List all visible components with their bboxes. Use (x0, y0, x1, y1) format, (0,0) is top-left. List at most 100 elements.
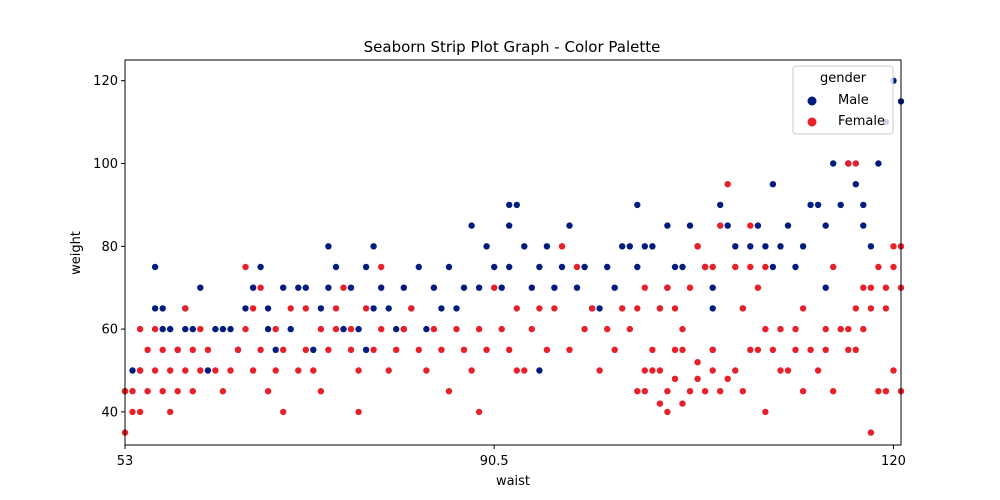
data-point-male-0-51 (453, 305, 460, 312)
legend-title: gender (820, 71, 867, 86)
data-point-female-1-5 (136, 367, 144, 374)
data-point-female-1-3 (129, 388, 136, 395)
data-point-male-0-40 (378, 284, 385, 291)
data-point-male-0-7 (167, 325, 174, 333)
data-point-female-1-24 (212, 367, 219, 374)
data-point-male-0-64 (536, 263, 543, 271)
data-point-female-1-2 (129, 408, 136, 416)
data-point-female-1-116 (867, 429, 875, 436)
legend-marker-male (807, 96, 817, 106)
data-point-male-0-54 (475, 284, 483, 291)
points-layer (121, 77, 905, 436)
data-point-male-0-80 (641, 243, 648, 250)
data-point-male-0-103 (784, 222, 792, 229)
data-point-female-1-91 (619, 305, 626, 312)
data-point-female-1-85 (573, 263, 581, 271)
data-point-female-2-17 (709, 346, 716, 353)
data-point-female-1-80 (536, 305, 543, 312)
data-point-female-1-52 (355, 367, 362, 374)
data-point-female-1-104 (717, 222, 724, 229)
data-point-male-0-42 (393, 325, 400, 333)
data-point-male-0-53 (468, 222, 475, 229)
data-point-male-0-78 (634, 201, 641, 209)
data-point-female-1-88 (596, 367, 603, 374)
data-point-female-1-35 (272, 367, 279, 374)
data-point-female-2-1 (641, 367, 648, 374)
data-point-male-0-98 (754, 222, 762, 229)
data-point-female-2-29 (784, 367, 792, 374)
data-point-male-0-68 (558, 263, 566, 271)
data-point-female-1-25 (219, 388, 227, 395)
data-point-female-1-50 (347, 346, 355, 353)
data-point-male-0-116 (867, 243, 875, 250)
x-tick-label: 90.5 (480, 454, 509, 469)
data-point-female-2-11 (679, 346, 686, 353)
data-point-male-0-50 (445, 263, 453, 271)
data-point-female-1-101 (694, 243, 701, 250)
data-point-female-2-23 (754, 346, 762, 353)
data-point-male-0-11 (189, 325, 196, 333)
data-point-female-2-14 (694, 359, 701, 366)
data-point-male-0-61 (513, 201, 520, 209)
data-point-female-2-32 (799, 305, 807, 312)
data-point-male-0-30 (325, 284, 332, 291)
data-point-female-2-19 (724, 375, 731, 382)
data-point-female-2-40 (845, 346, 852, 353)
data-point-male-0-104 (792, 263, 799, 271)
y-tick-label: 120 (93, 74, 118, 89)
data-point-female-1-20 (189, 388, 196, 395)
data-point-female-1-67 (453, 325, 460, 333)
data-point-female-1-105 (724, 181, 731, 188)
data-point-male-0-117 (875, 160, 882, 167)
data-point-female-1-81 (543, 346, 551, 353)
data-point-male-0-94 (724, 222, 731, 229)
data-point-male-0-31 (325, 243, 332, 250)
data-point-male-0-63 (528, 284, 535, 291)
data-point-female-1-93 (634, 305, 641, 312)
data-point-male-0-76 (619, 243, 626, 250)
data-point-female-1-82 (551, 305, 558, 312)
data-point-female-1-15 (174, 388, 181, 395)
data-point-male-0-6 (159, 325, 166, 333)
legend-label-male: Male (838, 93, 869, 108)
data-point-female-2-48 (882, 284, 890, 291)
data-point-female-2-50 (890, 243, 897, 250)
data-point-male-0-14 (212, 325, 219, 333)
data-point-female-1-54 (362, 305, 370, 312)
data-point-male-0-43 (400, 284, 407, 291)
data-point-female-1-99 (679, 325, 686, 333)
data-point-male-0-114 (860, 222, 867, 229)
data-point-female-2-38 (830, 388, 837, 395)
data-point-female-2-16 (709, 367, 716, 374)
data-point-female-2-44 (860, 325, 867, 333)
data-point-female-1-30 (249, 367, 257, 374)
data-point-female-2-47 (875, 263, 882, 271)
data-point-female-1-43 (310, 367, 317, 374)
data-point-male-0-34 (347, 284, 355, 291)
data-point-male-0-52 (460, 284, 468, 291)
data-point-male-0-29 (317, 305, 325, 312)
data-point-female-1-86 (581, 325, 588, 333)
data-point-male-0-33 (340, 325, 347, 333)
data-point-female-1-53 (355, 408, 362, 416)
data-point-male-0-99 (762, 243, 769, 250)
data-point-female-1-4 (136, 408, 144, 416)
data-point-male-0-81 (649, 243, 656, 250)
data-point-female-2-35 (814, 367, 822, 374)
data-point-female-1-77 (513, 367, 520, 374)
data-point-male-0-109 (822, 284, 829, 291)
data-point-male-0-79 (634, 263, 641, 271)
data-point-female-2-9 (671, 346, 679, 353)
data-point-female-1-119 (890, 367, 897, 374)
data-point-male-0-75 (611, 284, 618, 291)
data-point-female-1-40 (295, 367, 302, 374)
data-point-female-1-26 (227, 367, 234, 374)
data-point-female-1-83 (558, 243, 566, 250)
data-point-male-0-23 (272, 346, 279, 353)
data-point-female-2-20 (732, 367, 739, 374)
data-point-female-1-60 (400, 325, 407, 333)
data-point-male-0-49 (438, 305, 445, 312)
data-point-female-2-43 (852, 305, 859, 312)
data-point-male-0-100 (769, 181, 777, 188)
data-point-female-1-95 (649, 346, 656, 353)
